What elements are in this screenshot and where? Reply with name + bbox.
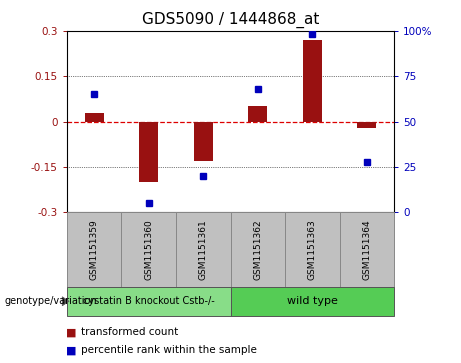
Text: wild type: wild type <box>287 296 338 306</box>
Text: GSM1151360: GSM1151360 <box>144 219 153 280</box>
Bar <box>357 122 377 128</box>
Text: GSM1151362: GSM1151362 <box>253 219 262 280</box>
Bar <box>194 122 213 161</box>
Title: GDS5090 / 1444868_at: GDS5090 / 1444868_at <box>142 12 319 28</box>
Text: cystatin B knockout Cstb-/-: cystatin B knockout Cstb-/- <box>83 296 214 306</box>
Text: transformed count: transformed count <box>81 327 178 337</box>
Text: GSM1151364: GSM1151364 <box>362 219 372 280</box>
Bar <box>139 122 158 182</box>
Text: ■: ■ <box>66 327 77 337</box>
Text: percentile rank within the sample: percentile rank within the sample <box>81 345 257 355</box>
Text: GSM1151363: GSM1151363 <box>308 219 317 280</box>
Bar <box>303 40 322 122</box>
Bar <box>248 106 267 122</box>
Text: GSM1151361: GSM1151361 <box>199 219 208 280</box>
Text: genotype/variation: genotype/variation <box>5 296 97 306</box>
Text: ■: ■ <box>66 345 77 355</box>
Bar <box>84 113 104 122</box>
Text: GSM1151359: GSM1151359 <box>89 219 99 280</box>
